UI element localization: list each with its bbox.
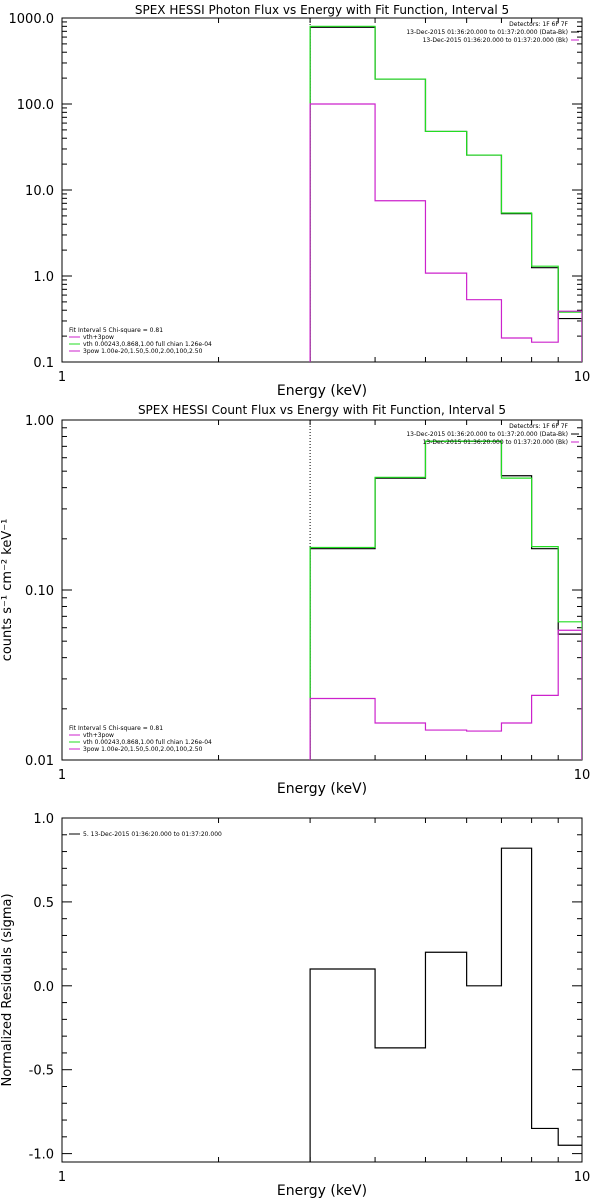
series-green-line	[309, 25, 582, 362]
chart-title: SPEX HESSI Photon Flux vs Energy with Fi…	[135, 3, 509, 17]
panel-2: SPEX HESSI Count Flux vs Energy with Fit…	[0, 403, 590, 797]
x-tick-label: 1	[58, 1170, 66, 1185]
legend-right-entry: Detectors: 1F 6F 7F	[509, 423, 568, 430]
y-tick-label: 0.10	[25, 584, 54, 599]
series-magenta-line	[309, 629, 582, 760]
legend-left-entry: 3pow 1.00e-20,1.50,5.00,2.00,100,2.50	[83, 348, 203, 355]
y-tick-label: 100.0	[17, 98, 54, 113]
y-tick-label: 0.01	[25, 754, 54, 769]
chart-title: SPEX HESSI Count Flux vs Energy with Fit…	[138, 403, 506, 417]
y-tick-label: 0.1	[33, 356, 54, 371]
legend-right-entry: 13-Dec-2015 01:36:20.000 to 01:37:20.000…	[406, 29, 568, 36]
y-tick-label: -1.0	[29, 1148, 54, 1163]
y-tick-label: 1.0	[33, 270, 54, 285]
y-tick-label: 1.00	[25, 414, 54, 429]
series-black-line	[309, 440, 582, 760]
legend-right-entry: 13-Dec-2015 01:36:20.000 to 01:37:20.000…	[423, 37, 568, 44]
legend-left-entry: 5. 13-Dec-2015 01:36:20.000 to 01:37:20.…	[83, 831, 222, 838]
y-tick-label: 0.0	[33, 980, 54, 995]
legend-left-entry: Fit Interval 5 Chi-square = 0.81	[69, 725, 163, 732]
panel-3: 1 10 Energy (keV) 1.0 0.5 0.0 -0.5 -1.0 Normaliz…	[0, 812, 590, 1199]
series-black-line	[309, 26, 582, 362]
legend-left-entry: vth 0.00243,0.868,1.00 full chian 1.26e-…	[83, 739, 212, 746]
legend-left-entry: vth 0.00243,0.868,1.00 full chian 1.26e-…	[83, 341, 212, 348]
x-axis-label: Energy (keV)	[277, 1183, 367, 1199]
plot-frame	[61, 17, 583, 363]
x-tick-label: 1	[58, 768, 66, 783]
legend-left-entry: 3pow 1.00e-20,1.50,5.00,2.00,100,2.50	[83, 746, 203, 753]
plot-frame	[61, 817, 583, 1163]
legend-left-entry: vth+3pow	[83, 732, 114, 739]
x-axis-label: Energy (keV)	[277, 383, 367, 399]
y-tick-label: 1.0	[33, 812, 54, 827]
x-axis-label: Energy (keV)	[277, 781, 367, 797]
legend-right-entry: 13-Dec-2015 01:36:20.000 to 01:37:20.000…	[406, 431, 568, 438]
series-black-line	[309, 847, 582, 1162]
legend-right-entry: Detectors: 1F 6F 7F	[509, 21, 568, 28]
legend-left-entry: vth+3pow	[83, 334, 114, 341]
panel-1: SPEX HESSI Photon Flux vs Energy with Fi…	[9, 3, 591, 399]
x-tick-label: 10	[574, 1170, 591, 1185]
x-tick-label: 10	[574, 370, 591, 385]
x-tick-label: 10	[574, 768, 591, 783]
y-axis-label: counts s⁻¹ cm⁻² keV⁻¹	[0, 519, 15, 662]
y-tick-label: 1000.0	[9, 12, 55, 27]
series-green-line	[309, 440, 582, 760]
series-magenta-line	[309, 103, 582, 362]
y-tick-label: -0.5	[29, 1064, 54, 1079]
plot-frame	[61, 419, 583, 761]
legend-left-entry: Fit Interval 5 Chi-square = 0.81	[69, 327, 163, 334]
y-tick-label: 10.0	[25, 184, 54, 199]
y-axis-label: Normalized Residuals (sigma)	[0, 893, 15, 1086]
y-tick-label: 0.5	[33, 896, 54, 911]
legend-right-entry: 13-Dec-2015 01:36:20.000 to 01:37:20.000…	[423, 439, 568, 446]
x-tick-label: 1	[58, 370, 66, 385]
